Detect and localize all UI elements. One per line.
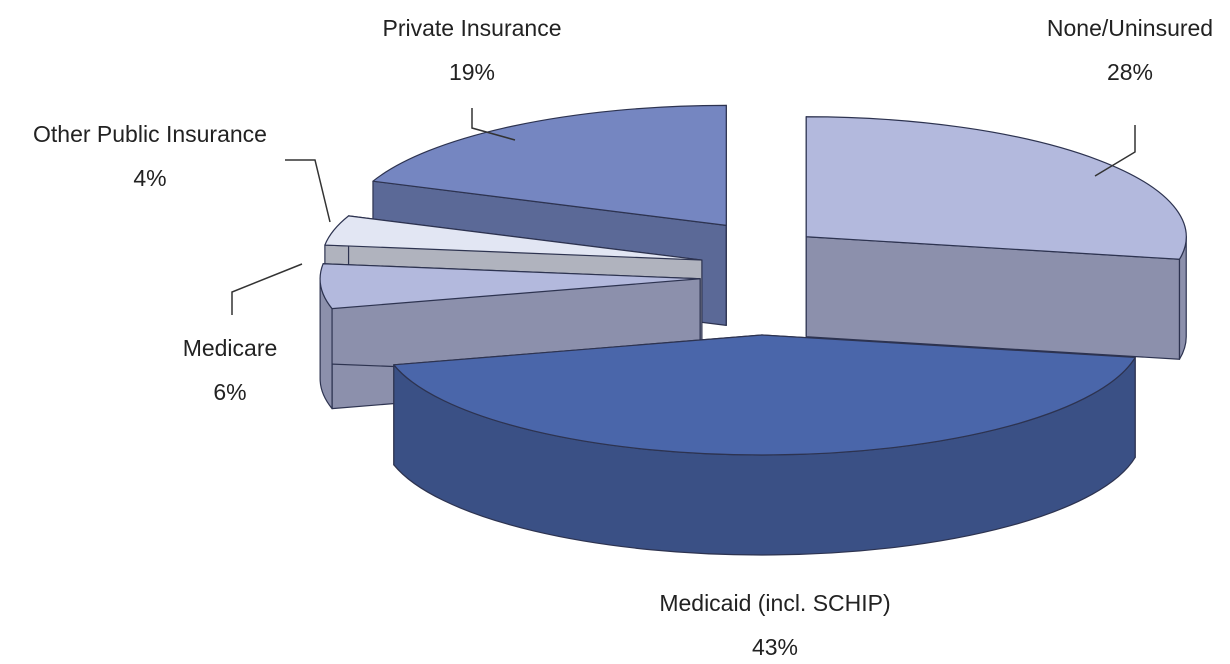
leader-line <box>231 263 303 315</box>
value-label: 28% <box>1107 59 1153 85</box>
category-label: None/Uninsured <box>1047 15 1213 41</box>
leader-line <box>1094 125 1136 177</box>
slice-top <box>805 116 1187 260</box>
value-label: 19% <box>449 59 495 85</box>
slice-top <box>319 263 701 310</box>
value-label: 4% <box>133 165 166 191</box>
slice-top <box>324 215 703 261</box>
slice-top <box>393 334 1136 456</box>
category-label: Other Public Insurance <box>33 121 267 147</box>
category-label: Private Insurance <box>383 15 562 41</box>
slice-top <box>372 104 727 226</box>
category-label: Medicare <box>183 335 278 361</box>
value-label: 43% <box>752 634 798 660</box>
pie <box>319 104 1187 556</box>
pie-slice <box>393 334 1136 556</box>
value-label: 6% <box>213 379 246 405</box>
leader-line <box>285 159 331 223</box>
labels: None/Uninsured 28% Medicaid (incl. SCHIP) 4… <box>33 15 1213 660</box>
leader-line <box>471 108 516 141</box>
pie-slice <box>805 116 1187 360</box>
category-label: Medicaid (incl. SCHIP) <box>659 590 890 616</box>
